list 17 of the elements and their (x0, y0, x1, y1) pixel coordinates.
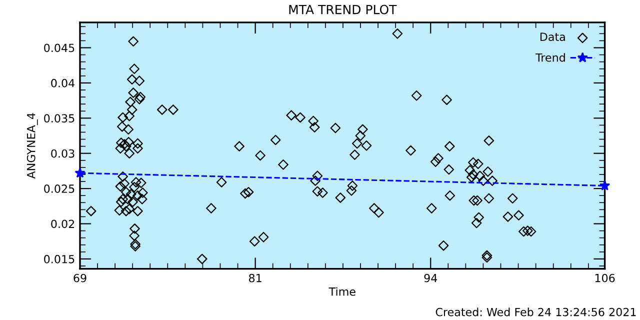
x-tick-label: 106 (595, 274, 615, 282)
y-tick-label: 0.045 (44, 44, 74, 52)
y-tick-label: 0.025 (44, 184, 74, 193)
text: Created: Wed Feb 24 13:24:56 2021 (436, 308, 636, 316)
x-tick-label: 81 (248, 274, 262, 282)
legend-label: Data (540, 32, 565, 41)
x-tick-label: 69 (74, 274, 86, 282)
y-tick-label: 0.015 (44, 254, 74, 264)
y-axis-title: ANGYNEA_4 (26, 113, 38, 179)
y-tick-label: 0.035 (44, 114, 74, 123)
chart-title: MTA TREND PLOT (289, 4, 397, 14)
y-tick-label: 0.04 (51, 78, 75, 88)
y-tick-label: 0.02 (51, 220, 74, 228)
y-tick-label: 0.03 (51, 149, 74, 158)
x-axis-title: Time (328, 287, 356, 296)
legend-label: Trend (535, 53, 565, 62)
x-tick-label: 94 (424, 274, 438, 282)
